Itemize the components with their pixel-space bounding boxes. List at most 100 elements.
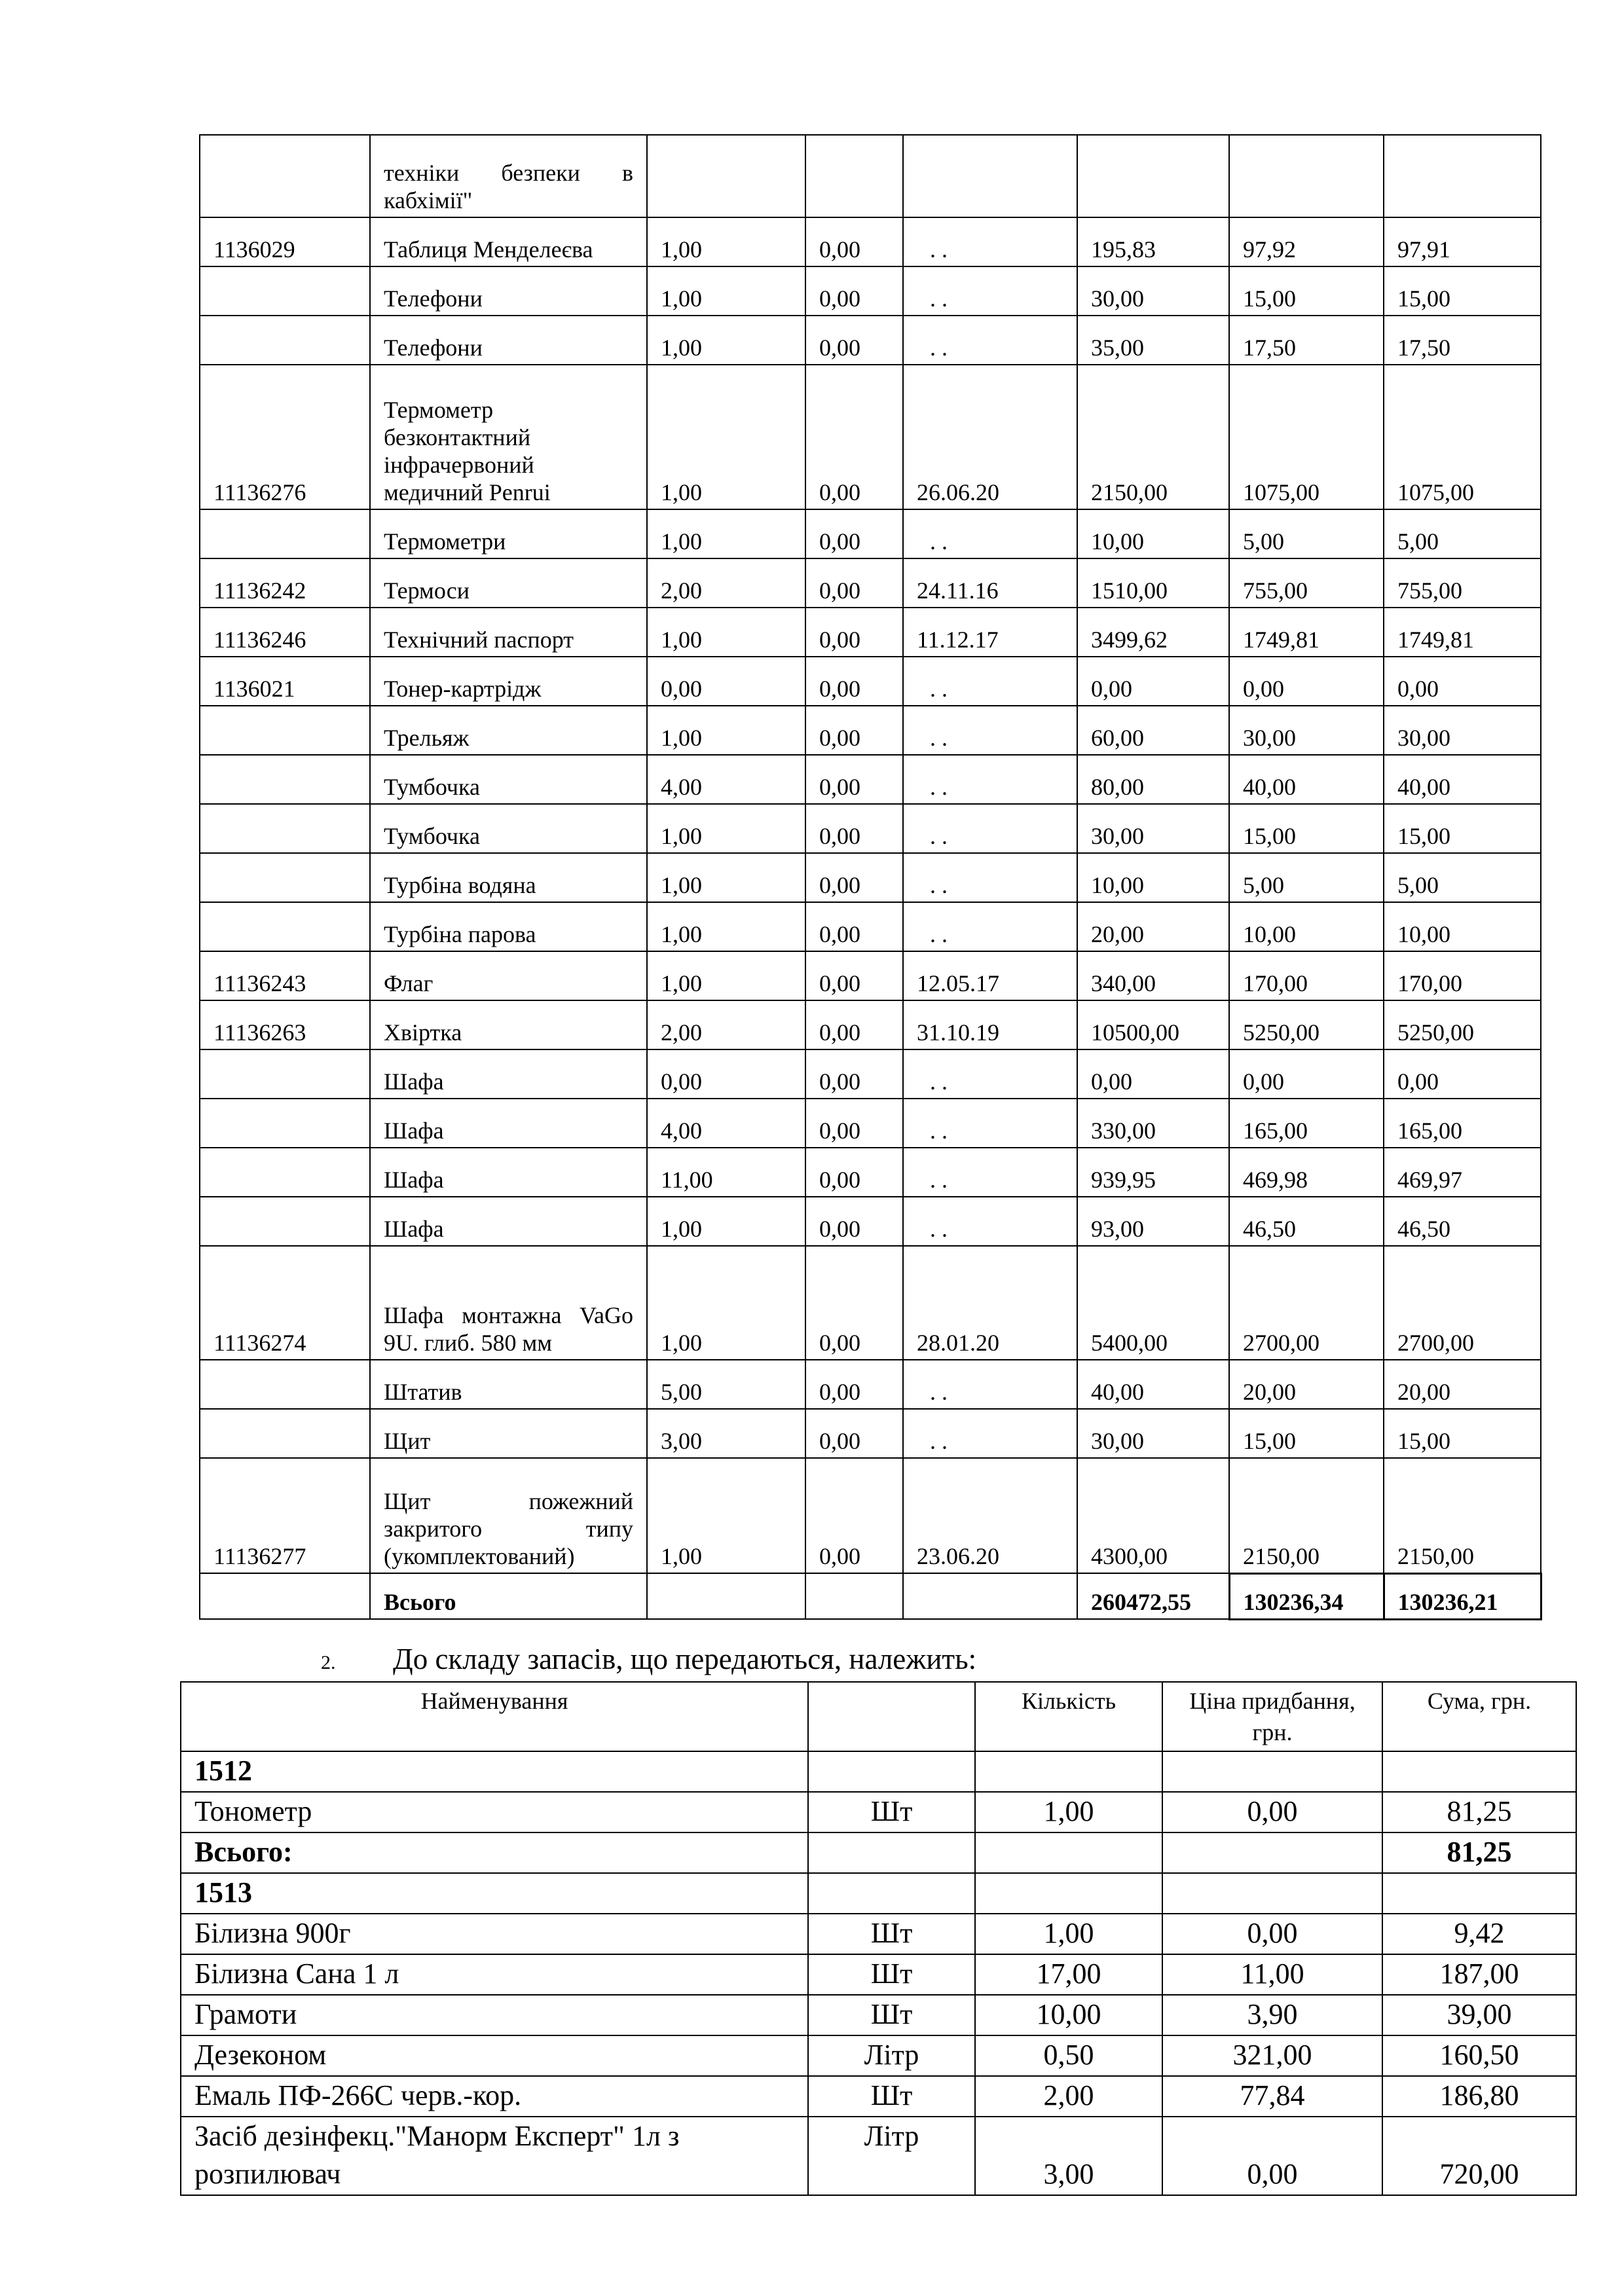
item-name: Білизна 900г [180, 1913, 809, 1955]
unit: Шт [807, 1994, 976, 2036]
half-value-2: 5250,00 [1383, 1000, 1541, 1050]
table-row: 11136243 Флаг 1,00 0,00 12.05.17 340,00 170,00… [199, 951, 1541, 1001]
item-name: Термометр безконтактний інфрачервоний ме… [369, 364, 648, 510]
table-row: Шафа 4,00 0,00. . 330,00 165,00 165,00 [199, 1098, 1541, 1148]
header-price: Ціна придбання, грн. [1162, 1681, 1383, 1752]
section-title: До складу запасів, що передаються, належ… [393, 1643, 977, 1675]
quantity: 1,00 [646, 217, 806, 267]
half-value-1: 30,00 [1228, 705, 1384, 756]
item-name: Штатив [369, 1359, 648, 1410]
empty-cell [646, 1573, 806, 1620]
table-row: Телефони 1,00 0,00. . 35,00 17,50 17,50 [199, 315, 1541, 365]
quantity: 1,00 [646, 1457, 806, 1574]
unit: Шт [807, 1913, 976, 1955]
half-value-1: 15,00 [1228, 803, 1384, 854]
half-value-1: 755,00 [1228, 558, 1384, 608]
date: . . [902, 217, 1078, 267]
half-value-2: 5,00 [1383, 852, 1541, 903]
cost: 93,00 [1077, 1196, 1230, 1247]
wear: 0,00 [805, 364, 904, 510]
cost: 195,83 [1077, 217, 1230, 267]
table-row: Білизна 900г Шт 1,00 0,00 9,42 [180, 1913, 1577, 1955]
half-value-1: 1075,00 [1228, 364, 1384, 510]
total-row: Всього: 81,25 [180, 1832, 1577, 1874]
wear: 0,00 [805, 315, 904, 365]
quantity: 2,00 [974, 2075, 1163, 2117]
table-row: Тумбочка 4,00 0,00. . 80,00 40,00 40,00 [199, 754, 1541, 805]
item-name: Термометри [369, 509, 648, 559]
half-value-1: 5250,00 [1228, 1000, 1384, 1050]
cost: 30,00 [1077, 266, 1230, 316]
wear: 0,00 [805, 1049, 904, 1099]
date: 26.06.20 [902, 364, 1078, 510]
date: . . [902, 852, 1078, 903]
quantity: 0,00 [646, 1049, 806, 1099]
table-row: 11136276 Термометр безконтактний інфрачер… [199, 364, 1541, 510]
table-row: Засіб дезінфекц."Манорм Експерт" 1л з ро… [180, 2116, 1577, 2196]
half-value-2: 755,00 [1383, 558, 1541, 608]
item-name: Емаль ПФ-266С черв.-кор. [180, 2075, 809, 2117]
wear: 0,00 [805, 1359, 904, 1410]
wear: 0,00 [805, 266, 904, 316]
item-name: Шафа монтажна VaGo 9U. глиб. 580 мм [369, 1245, 648, 1360]
cost: 5400,00 [1077, 1245, 1230, 1360]
table-row: Термометри 1,00 0,00. . 10,00 5,00 5,00 [199, 509, 1541, 559]
inventory-table: Найменування Кількість Ціна придбання, г… [180, 1681, 1577, 2196]
item-name: Грамоти [180, 1994, 809, 2036]
item-name: техніки безпеки в кабхімії" [369, 134, 648, 218]
quantity: 10,00 [974, 1994, 1163, 2036]
item-name: Шафа [369, 1147, 648, 1197]
quantity: 1,00 [646, 607, 806, 657]
half-value-1: 20,00 [1228, 1359, 1384, 1410]
cost: 4300,00 [1077, 1457, 1230, 1574]
wear: 0,00 [805, 705, 904, 756]
table-row: Трельяж 1,00 0,00. . 60,00 30,00 30,00 [199, 705, 1541, 756]
item-name: Таблиця Менделеєва [369, 217, 648, 267]
item-name: Трельяж [369, 705, 648, 756]
price: 0,00 [1162, 2116, 1383, 2196]
unit: Шт [807, 1791, 976, 1833]
table-row: Щит 3,00 0,00. . 30,00 15,00 15,00 [199, 1408, 1541, 1459]
inventory-code [199, 1196, 371, 1247]
inventory-code: 11136274 [199, 1245, 371, 1360]
wear: 0,00 [805, 852, 904, 903]
item-name: Тумбочка [369, 803, 648, 854]
sum [1382, 1872, 1577, 1914]
sum: 39,00 [1382, 1994, 1577, 2036]
half-value-2: 170,00 [1383, 951, 1541, 1001]
cost: 60,00 [1077, 705, 1230, 756]
cost: 35,00 [1077, 315, 1230, 365]
inventory-code [199, 1408, 371, 1459]
half-value-1: 10,00 [1228, 902, 1384, 952]
unit: Літр [807, 2116, 976, 2196]
half-value-1: 2150,00 [1228, 1457, 1384, 1574]
inventory-code: 11136246 [199, 607, 371, 657]
quantity: 1,00 [646, 951, 806, 1001]
inventory-code [199, 1049, 371, 1099]
half-value-2: 20,00 [1383, 1359, 1541, 1410]
table-row: Грамоти Шт 10,00 3,90 39,00 [180, 1994, 1577, 2036]
sum: 160,50 [1382, 2035, 1577, 2077]
half-value-2: 0,00 [1383, 656, 1541, 706]
quantity [646, 134, 806, 218]
cost: 0,00 [1077, 656, 1230, 706]
inventory-code: 1136029 [199, 217, 371, 267]
table-header-row: Найменування Кількість Ціна придбання, г… [180, 1681, 1577, 1752]
half-value-2: 1749,81 [1383, 607, 1541, 657]
wear: 0,00 [805, 803, 904, 854]
fixed-assets-table: техніки безпеки в кабхімії" 1136029 Таблиц… [199, 134, 1542, 1620]
half-value-2: 10,00 [1383, 902, 1541, 952]
item-name: Шафа [369, 1098, 648, 1148]
half-value-2: 30,00 [1383, 705, 1541, 756]
wear: 0,00 [805, 607, 904, 657]
quantity: 1,00 [646, 364, 806, 510]
table-row: Тумбочка 1,00 0,00. . 30,00 15,00 15,00 [199, 803, 1541, 854]
table-row: 11136274 Шафа монтажна VaGo 9U. глиб. 580… [199, 1245, 1541, 1360]
item-name: Флаг [369, 951, 648, 1001]
date: 12.05.17 [902, 951, 1078, 1001]
cost: 3499,62 [1077, 607, 1230, 657]
half-value-2: 40,00 [1383, 754, 1541, 805]
date: . . [902, 803, 1078, 854]
item-name: Телефони [369, 266, 648, 316]
quantity: 4,00 [646, 1098, 806, 1148]
